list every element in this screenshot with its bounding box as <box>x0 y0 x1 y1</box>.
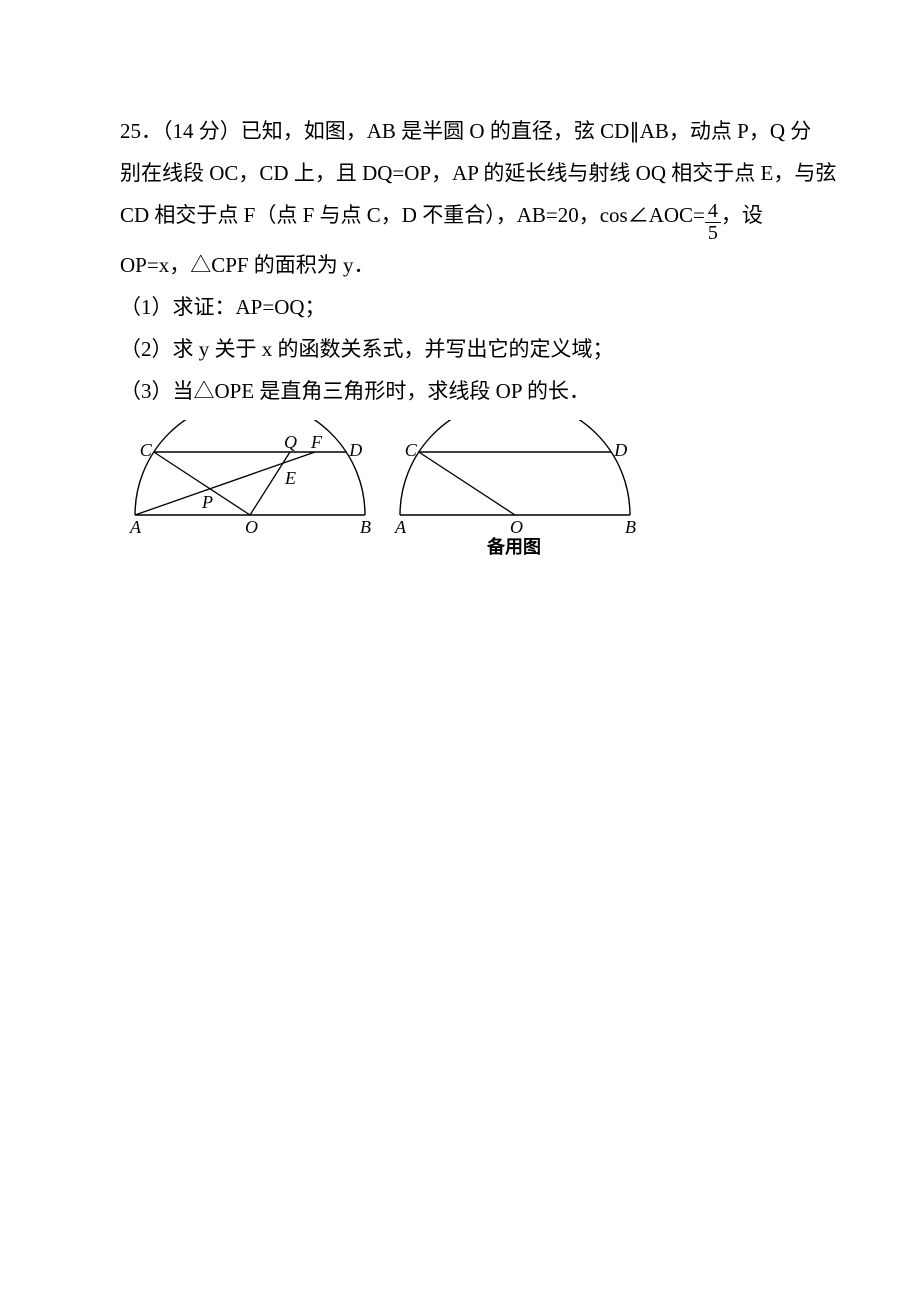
svg-text:备用图: 备用图 <box>486 536 541 557</box>
stem-seg-3a: CD 相交于点 F（点 F 与点 C，D 不重合），AB=20，cos∠AOC= <box>120 203 705 227</box>
question-1: （1）求证：AP=OQ； <box>120 286 810 328</box>
stem-seg-3b: ，设 <box>721 203 763 227</box>
stem-line-1: 25．（14 分）已知，如图，AB 是半圆 O 的直径，弦 CD∥AB，动点 P… <box>120 110 810 152</box>
stem-line-3: CD 相交于点 F（点 F 与点 C，D 不重合），AB=20，cos∠AOC=… <box>120 194 810 244</box>
svg-text:P: P <box>201 492 213 512</box>
svg-text:E: E <box>284 468 296 488</box>
svg-text:Q: Q <box>284 432 297 452</box>
stem-seg-2: 别在线段 OC，CD 上，且 DQ=OP，AP 的延长线与射线 OQ 相交于点 … <box>120 161 836 185</box>
svg-text:C: C <box>140 440 153 460</box>
stem-seg-4: OP=x，△CPF 的面积为 y． <box>120 253 375 277</box>
svg-text:D: D <box>348 440 362 460</box>
stem-seg-1: 已知，如图，AB 是半圆 O 的直径，弦 CD∥AB，动点 P，Q 分 <box>241 119 812 143</box>
svg-text:B: B <box>625 517 636 537</box>
page: 25．（14 分）已知，如图，AB 是半圆 O 的直径，弦 CD∥AB，动点 P… <box>0 0 920 584</box>
svg-text:D: D <box>613 440 627 460</box>
fraction-numerator: 4 <box>705 201 721 223</box>
question-3: （3）当△OPE 是直角三角形时，求线段 OP 的长． <box>120 370 810 412</box>
svg-text:A: A <box>129 517 142 537</box>
figures-block: A B O C D P QFE A B O C D 备用图 <box>120 420 810 584</box>
svg-text:F: F <box>310 432 323 452</box>
stem-line-2: 别在线段 OC，CD 上，且 DQ=OP，AP 的延长线与射线 OQ 相交于点 … <box>120 152 810 194</box>
figures-svg: A B O C D P QFE A B O C D 备用图 <box>120 420 660 570</box>
question-2: （2）求 y 关于 x 的函数关系式，并写出它的定义域； <box>120 328 810 370</box>
problem-points: （14 分） <box>162 119 241 143</box>
svg-text:O: O <box>510 517 523 537</box>
fraction-denominator: 5 <box>705 223 721 244</box>
svg-text:A: A <box>394 517 407 537</box>
stem-line-4: OP=x，△CPF 的面积为 y． <box>120 244 810 286</box>
svg-text:B: B <box>360 517 371 537</box>
problem-number: 25 <box>120 119 141 143</box>
svg-text:O: O <box>245 517 258 537</box>
fraction-4-over-5: 45 <box>705 201 721 244</box>
svg-text:C: C <box>405 440 418 460</box>
